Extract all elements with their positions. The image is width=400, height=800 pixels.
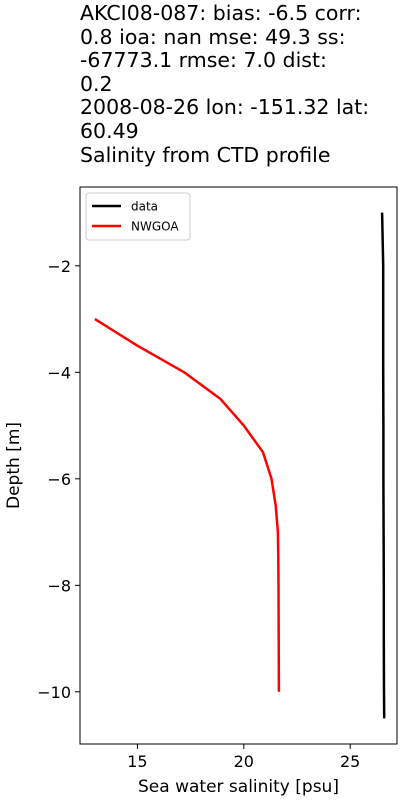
y-tick-label: −2 [47, 257, 71, 276]
chart-title-line: AKCI08-087: bias: -6.5 corr: [80, 1, 362, 25]
series-line-nwgoa [94, 318, 281, 692]
x-tick-label: 25 [340, 752, 360, 771]
chart-title-line: 0.2 [80, 71, 113, 96]
chart-title-line: 2008-08-26 lon: -151.32 lat: [80, 95, 370, 120]
y-axis-label: Depth [m] [4, 422, 24, 509]
series-line-data [380, 212, 386, 719]
chart-title-line: -67773.1 rmse: 7.0 dist: [80, 48, 327, 73]
plot-area [79, 186, 398, 745]
y-tick-label: −6 [47, 470, 71, 489]
legend-label-nwgoa: NWGOA [131, 220, 179, 234]
y-tick-label: −8 [47, 576, 71, 595]
x-tick-label: 20 [234, 752, 254, 771]
legend: data NWGOA [85, 192, 191, 241]
x-tick-label: 15 [127, 752, 147, 771]
chart-title-line: 60.49 [80, 118, 139, 143]
y-tick-label: −10 [37, 683, 71, 702]
y-tick-label: −4 [47, 363, 71, 382]
x-axis-label: Sea water salinity [psu] [138, 777, 339, 797]
chart-title-line: 0.8 ioa: nan mse: 49.3 ss: [80, 24, 346, 49]
legend-label-data: data [131, 200, 158, 214]
chart-title-line: Salinity from CTD profile [80, 142, 331, 167]
chart-title: AKCI08-087: bias: -6.5 corr: 0.8 ioa: nan… [80, 1, 398, 167]
